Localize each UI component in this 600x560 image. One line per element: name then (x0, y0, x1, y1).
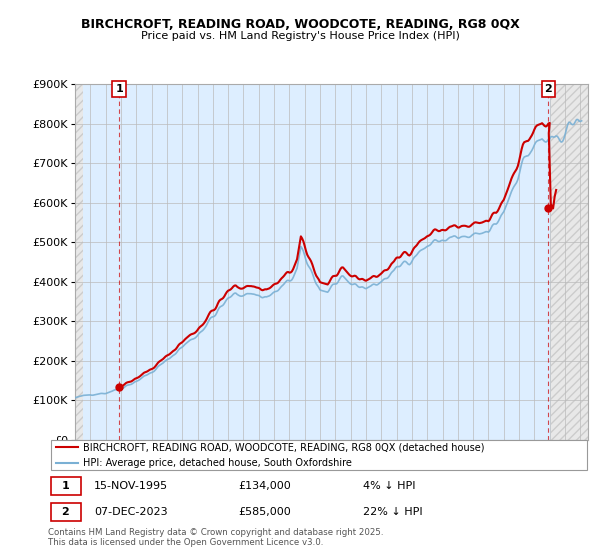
Text: 1: 1 (115, 84, 123, 94)
Text: 2: 2 (545, 84, 553, 94)
Text: Contains HM Land Registry data © Crown copyright and database right 2025.
This d: Contains HM Land Registry data © Crown c… (48, 528, 383, 547)
Text: Price paid vs. HM Land Registry's House Price Index (HPI): Price paid vs. HM Land Registry's House … (140, 31, 460, 41)
Text: BIRCHCROFT, READING ROAD, WOODCOTE, READING, RG8 0QX: BIRCHCROFT, READING ROAD, WOODCOTE, READ… (80, 18, 520, 31)
Text: HPI: Average price, detached house, South Oxfordshire: HPI: Average price, detached house, Sout… (83, 458, 352, 468)
FancyBboxPatch shape (51, 477, 80, 495)
Text: £134,000: £134,000 (238, 481, 291, 491)
Text: 1: 1 (62, 481, 69, 491)
Text: 2: 2 (62, 507, 69, 517)
Text: 22% ↓ HPI: 22% ↓ HPI (363, 507, 422, 517)
Text: BIRCHCROFT, READING ROAD, WOODCOTE, READING, RG8 0QX (detached house): BIRCHCROFT, READING ROAD, WOODCOTE, READ… (83, 442, 485, 452)
Text: 4% ↓ HPI: 4% ↓ HPI (363, 481, 415, 491)
Text: £585,000: £585,000 (238, 507, 291, 517)
Text: 15-NOV-1995: 15-NOV-1995 (94, 481, 168, 491)
Text: 07-DEC-2023: 07-DEC-2023 (94, 507, 168, 517)
FancyBboxPatch shape (51, 440, 587, 470)
FancyBboxPatch shape (51, 503, 80, 521)
